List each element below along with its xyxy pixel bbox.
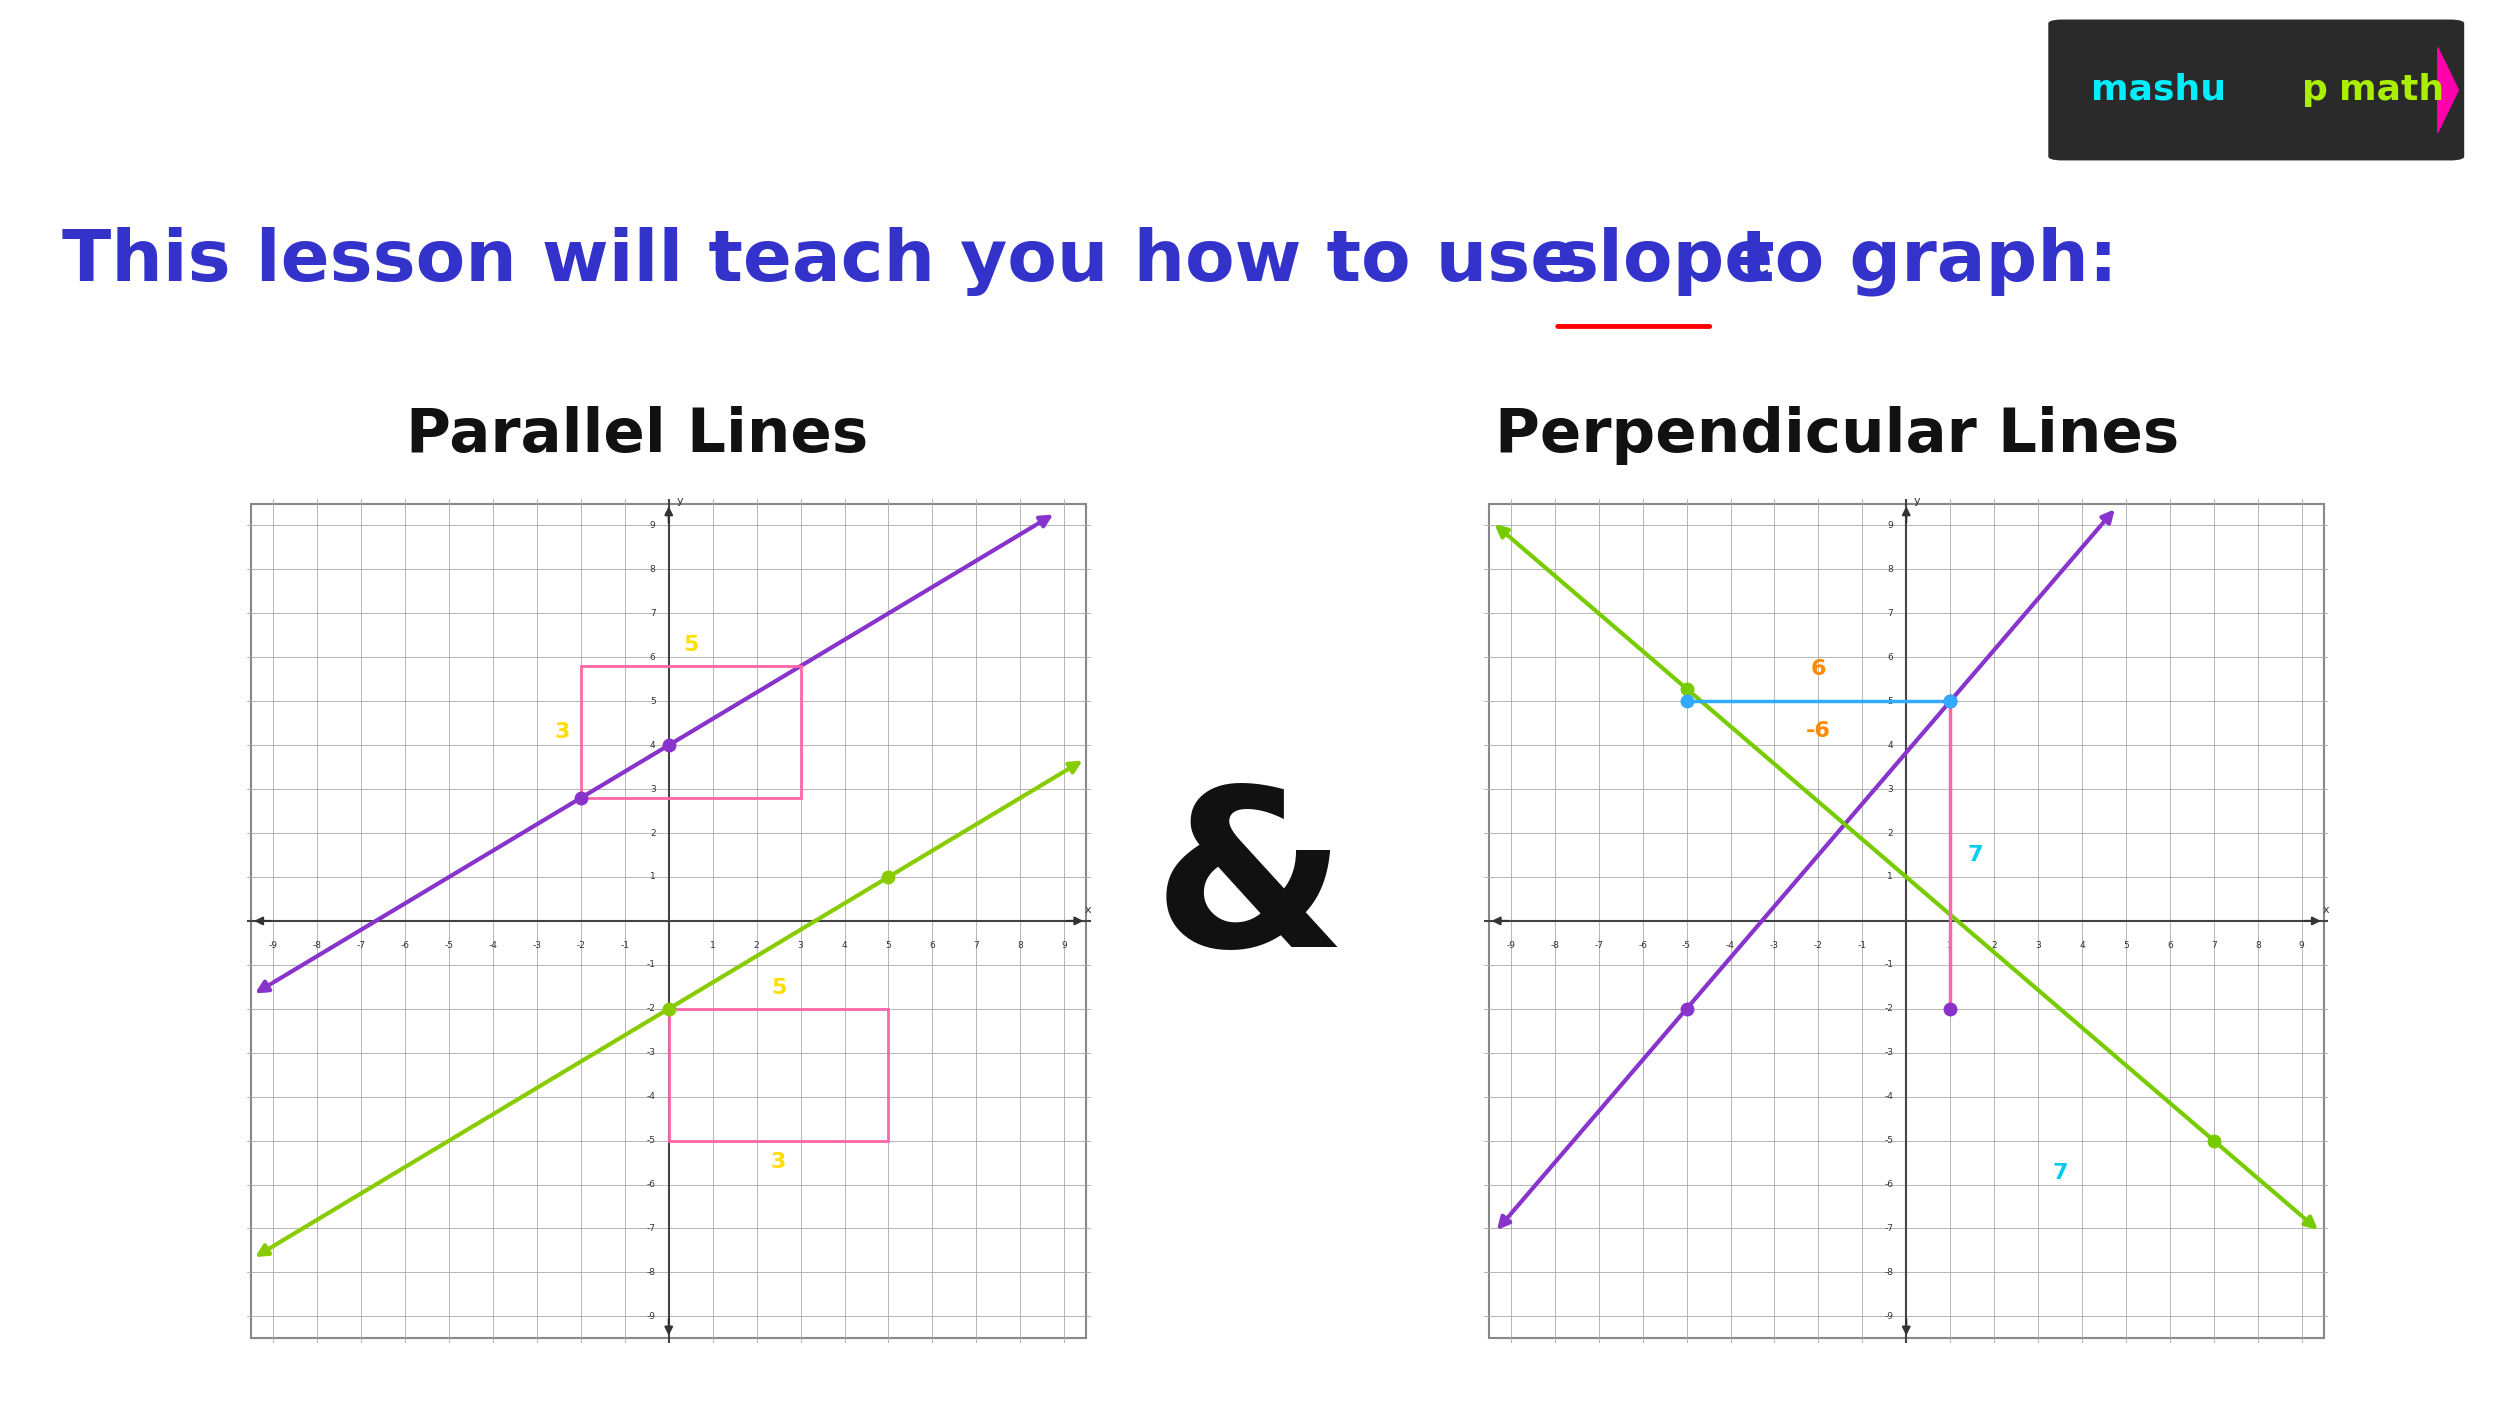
Text: -1: -1 (1858, 941, 1868, 949)
Text: 6: 6 (650, 652, 655, 662)
Text: 7: 7 (972, 941, 980, 949)
Text: 3: 3 (555, 723, 570, 742)
Polygon shape (2438, 48, 2458, 132)
Text: slope: slope (1555, 226, 1772, 297)
Text: 6: 6 (1810, 659, 1825, 679)
Text: 3: 3 (2035, 941, 2040, 949)
Bar (580, 666, 800, 797)
Text: 2: 2 (1888, 828, 1892, 838)
Text: 9: 9 (650, 522, 655, 530)
Text: -8: -8 (1550, 941, 1560, 949)
Text: -5: -5 (1682, 941, 1690, 949)
Text: 8: 8 (650, 565, 655, 574)
Text: 7: 7 (2210, 941, 2218, 949)
Text: x: x (2322, 905, 2330, 915)
Text: &: & (1152, 779, 1348, 993)
Text: x: x (1085, 905, 1092, 915)
Text: p: p (2302, 73, 2328, 107)
Text: 3: 3 (798, 941, 802, 949)
Text: 7: 7 (650, 609, 655, 617)
Text: y: y (1915, 496, 1920, 506)
Text: 7: 7 (2052, 1163, 2068, 1182)
Text: -3: -3 (648, 1049, 655, 1057)
Text: y: y (678, 496, 682, 506)
Text: 5: 5 (885, 941, 892, 949)
Text: 4: 4 (842, 941, 848, 949)
Text: 3: 3 (650, 785, 655, 793)
Text: -8: -8 (1885, 1268, 1892, 1277)
Text: 1: 1 (650, 873, 655, 882)
Text: 9: 9 (1062, 941, 1068, 949)
Text: -5: -5 (648, 1136, 655, 1144)
Text: -2: -2 (1885, 1004, 1892, 1014)
Text: -7: -7 (648, 1225, 655, 1233)
Text: -8: -8 (312, 941, 322, 949)
Text: 1: 1 (710, 941, 715, 949)
Text: -9: -9 (648, 1312, 655, 1320)
Text: 3: 3 (770, 1152, 788, 1171)
Text: 8: 8 (1888, 565, 1892, 574)
Text: 5: 5 (2122, 941, 2130, 949)
Text: -9: -9 (1508, 941, 1515, 949)
Text: Perpendicular Lines: Perpendicular Lines (1495, 406, 2180, 465)
Text: 6: 6 (1888, 652, 1892, 662)
Text: -6: -6 (1885, 1180, 1892, 1189)
Text: -3: -3 (532, 941, 542, 949)
Text: 5: 5 (1888, 697, 1892, 706)
Text: math: math (2340, 73, 2445, 107)
Text: 4: 4 (650, 741, 655, 749)
Text: 9: 9 (2300, 941, 2305, 949)
Text: mashu: mashu (2090, 73, 2228, 107)
Text: 9: 9 (1888, 522, 1892, 530)
Text: -5: -5 (445, 941, 452, 949)
Text: -4: -4 (488, 941, 498, 949)
Text: 8: 8 (2255, 941, 2260, 949)
Text: -4: -4 (1725, 941, 1735, 949)
Text: 8: 8 (1017, 941, 1022, 949)
Text: 1: 1 (1948, 941, 1952, 949)
Text: -2: -2 (578, 941, 585, 949)
Text: -2: -2 (648, 1004, 655, 1014)
Text: -9: -9 (1885, 1312, 1892, 1320)
Text: -8: -8 (648, 1268, 655, 1277)
Text: to graph:: to graph: (1715, 226, 2118, 297)
Text: 7: 7 (1968, 845, 1982, 865)
Text: -7: -7 (1595, 941, 1602, 949)
Text: 4: 4 (2080, 941, 2085, 949)
Text: Parallel Lines: Parallel Lines (408, 406, 868, 465)
Text: 6: 6 (2168, 941, 2172, 949)
Text: 6: 6 (930, 941, 935, 949)
Text: -6: -6 (648, 1180, 655, 1189)
Text: 2: 2 (1992, 941, 1998, 949)
Text: -1: -1 (620, 941, 630, 949)
Text: -9: -9 (270, 941, 278, 949)
Text: 7: 7 (1888, 609, 1892, 617)
Text: -1: -1 (648, 960, 655, 969)
Text: -6: -6 (1805, 721, 1830, 741)
Text: -7: -7 (357, 941, 365, 949)
Text: -1: -1 (1885, 960, 1892, 969)
Text: 2: 2 (650, 828, 655, 838)
Text: -6: -6 (400, 941, 410, 949)
Text: 5: 5 (770, 977, 788, 998)
FancyBboxPatch shape (2045, 17, 2468, 163)
Text: 1: 1 (1888, 873, 1892, 882)
Text: This lesson will teach you how to use: This lesson will teach you how to use (62, 226, 1605, 297)
Text: -2: -2 (1815, 941, 1822, 949)
Text: 4: 4 (1888, 741, 1892, 749)
Text: -4: -4 (1885, 1092, 1892, 1101)
Text: Graphing Parallel and Perpendicular Lines: Graphing Parallel and Perpendicular Line… (55, 67, 1775, 136)
Text: 5: 5 (682, 636, 698, 655)
Text: -7: -7 (1885, 1225, 1892, 1233)
Bar (670, 1010, 887, 1140)
Text: 2: 2 (755, 941, 760, 949)
Text: -4: -4 (648, 1092, 655, 1101)
Text: 5: 5 (650, 697, 655, 706)
Text: -6: -6 (1638, 941, 1648, 949)
Text: -5: -5 (1885, 1136, 1892, 1144)
Text: -3: -3 (1885, 1049, 1892, 1057)
Text: -3: -3 (1770, 941, 1780, 949)
Text: 3: 3 (1888, 785, 1892, 793)
